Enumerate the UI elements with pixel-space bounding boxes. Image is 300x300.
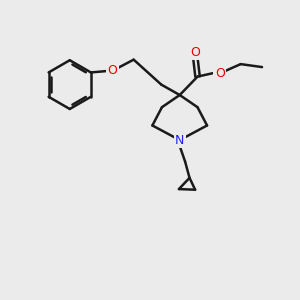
Text: N: N <box>175 134 184 147</box>
Text: O: O <box>190 46 200 59</box>
Text: O: O <box>215 67 225 80</box>
Text: O: O <box>107 64 117 77</box>
